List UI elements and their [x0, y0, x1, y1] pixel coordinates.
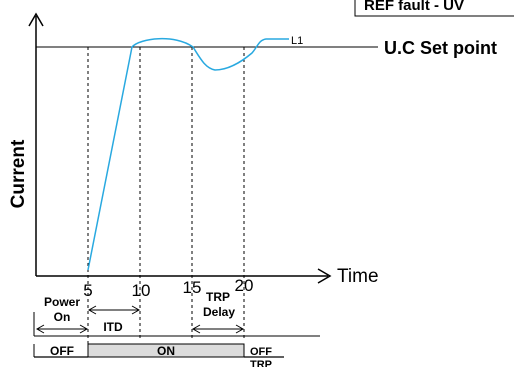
trp-delay-label-line1: TRP: [206, 290, 230, 304]
state-off-left-label: OFF: [50, 344, 74, 358]
state-on-segment: [87, 343, 245, 358]
state-on-label: ON: [157, 344, 175, 358]
corner-label: REF fault - UV: [364, 0, 464, 14]
itd-arrow-head-left: [87, 305, 97, 315]
timing-annotations: Power On ITD TRP Delay: [35, 290, 245, 334]
itd-label: ITD: [103, 320, 123, 334]
state-off-right-label-line1: OFF: [250, 346, 272, 358]
itd-arrow-head-right: [131, 305, 141, 315]
tick-label-10: 10: [132, 281, 151, 300]
power-on-label-line2: On: [54, 310, 71, 324]
power-on-arrow-head-left: [35, 324, 45, 334]
time-markers: [87, 47, 245, 357]
current-curve: [87, 37, 289, 271]
tick-label-5: 5: [83, 281, 92, 300]
tick-label-20: 20: [235, 276, 254, 295]
x-axis-arrow: [317, 268, 332, 284]
state-off-right-label-line2: TRP: [250, 359, 272, 367]
y-axis-label: Current: [8, 139, 29, 208]
y-axis-arrow: [28, 12, 44, 27]
x-axis-label: Time: [337, 266, 379, 287]
power-on-label-line1: Power: [44, 295, 80, 309]
trp-delay-arrow-head-left: [191, 324, 201, 334]
axes: [28, 12, 332, 284]
power-on-arrow-head-right: [79, 324, 89, 334]
state-bar: OFF ON OFF TRP: [33, 343, 284, 367]
set-point-label: U.C Set point: [384, 38, 497, 58]
trp-delay-label-line2: Delay: [203, 305, 235, 319]
corner-label-box: [354, 0, 514, 17]
tick-label-15: 15: [183, 278, 202, 297]
curve-label: L1: [291, 35, 303, 47]
trp-delay-arrow-head-right: [235, 324, 245, 334]
